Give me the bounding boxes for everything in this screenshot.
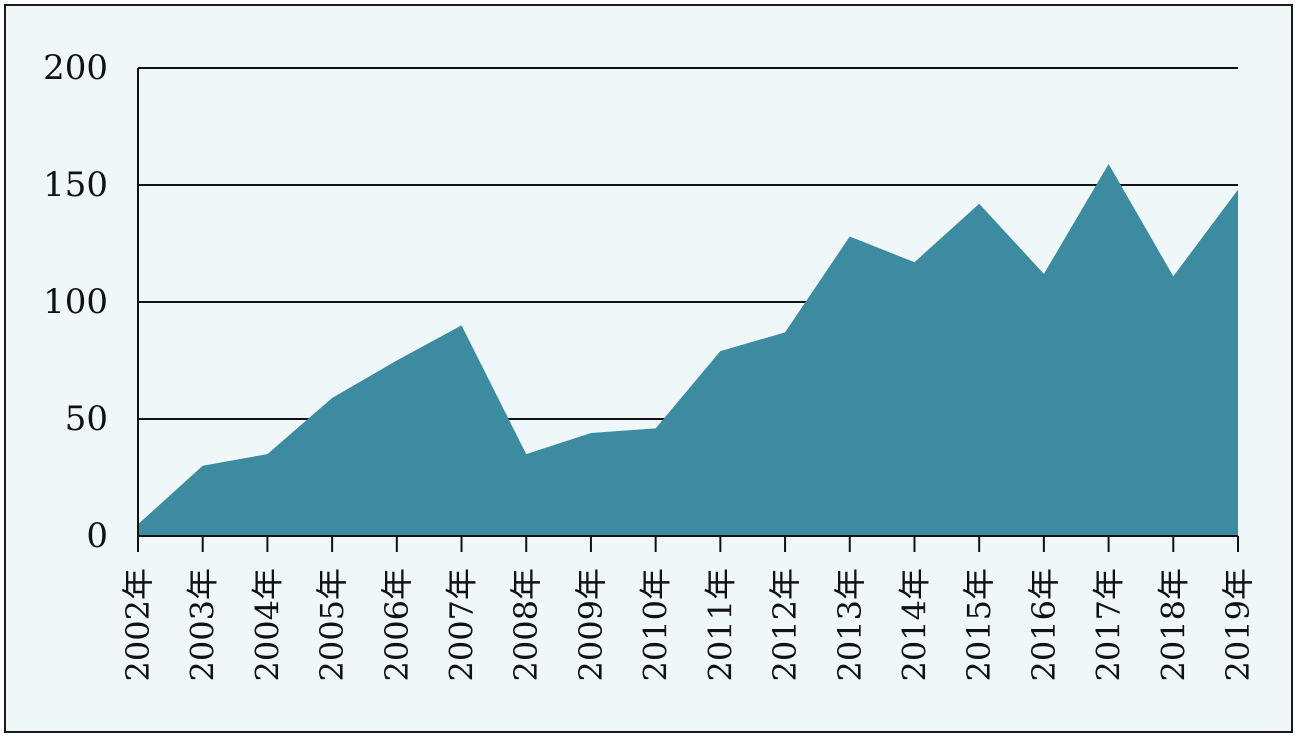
y-tick-label: 200: [43, 48, 108, 88]
x-tick-label: 2005年: [313, 568, 351, 681]
area-fill: [138, 163, 1238, 536]
x-tick-label: 2019年: [1219, 568, 1257, 681]
y-tick-label: 0: [86, 516, 108, 556]
x-tick-label: 2013年: [831, 568, 869, 681]
x-tick-label: 2004年: [248, 568, 286, 681]
x-tick-label: 2009年: [572, 568, 610, 681]
x-tick-label: 2016年: [1025, 568, 1063, 681]
x-tick-label: 2018年: [1154, 568, 1192, 681]
y-tick-label: 150: [43, 165, 108, 205]
x-tick-label: 2002年: [119, 568, 157, 681]
chart-frame: 0 50 100 150 200 2002年 2003年 2004年 2005年 2006年 20…: [4, 4, 1293, 733]
x-tick-label: 2011年: [701, 568, 739, 681]
axes: [137, 68, 1239, 552]
x-tick-label: 2017年: [1090, 568, 1128, 681]
x-tick-label: 2008年: [507, 568, 545, 681]
y-axis-tick-labels: 0 50 100 150 200: [43, 48, 108, 556]
x-tick-label: 2014年: [895, 568, 933, 681]
x-tick-label: 2007年: [443, 568, 481, 681]
x-tick-label: 2003年: [184, 568, 222, 681]
y-tick-label: 50: [65, 399, 108, 439]
x-tick-label: 2010年: [637, 568, 675, 681]
x-tick-label: 2015年: [960, 568, 998, 681]
y-tick-label: 100: [43, 282, 108, 322]
x-tick-label: 2012年: [766, 568, 804, 681]
x-tick-label: 2006年: [378, 568, 416, 681]
area-series: [138, 163, 1238, 536]
x-axis-tick-labels: 2002年 2003年 2004年 2005年 2006年 2007年 2008年 2009年…: [119, 568, 1257, 681]
